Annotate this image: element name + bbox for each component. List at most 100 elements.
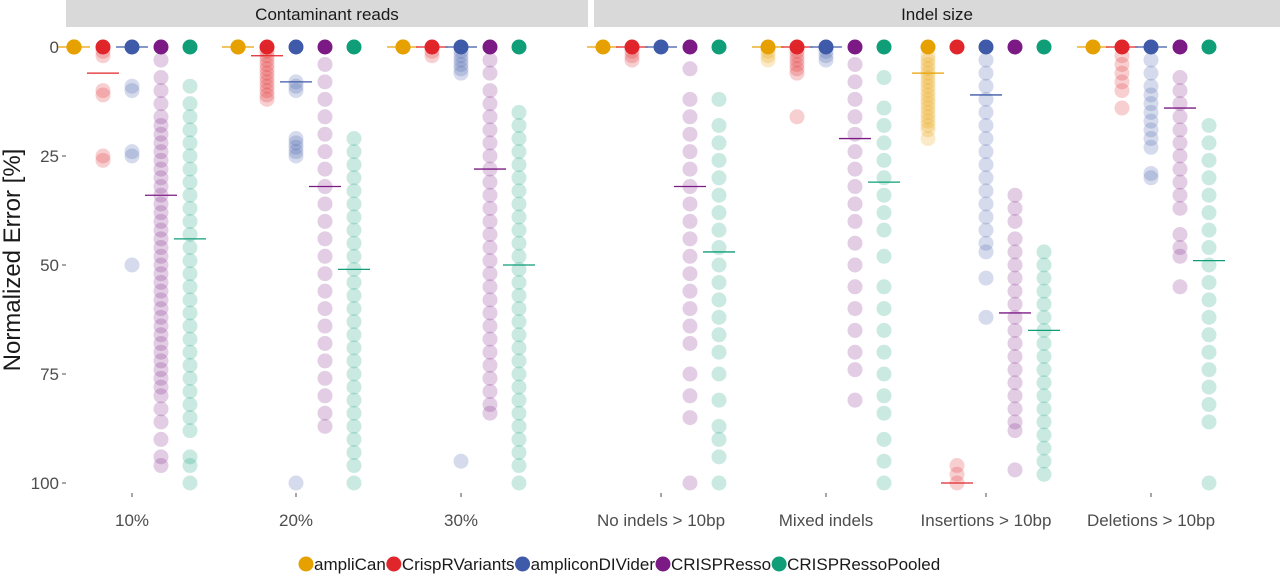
point-crispresso-mixed-indels [847, 362, 863, 378]
point-crispressopooled-deletions-10bp [1201, 327, 1217, 343]
point-crispressopooled-10 [182, 410, 198, 426]
point-amplicondivider-20 [288, 475, 304, 491]
point-crispresso-insertions-10bp [1007, 375, 1023, 391]
point-crispressopooled-deletions-10bp [1201, 414, 1217, 430]
point-crispresso-10 [153, 231, 169, 247]
point-crispresso-no-indels-10bp [682, 283, 698, 299]
point-crispressopooled-30 [511, 475, 527, 491]
point-crispresso-deletions-10bp [1172, 200, 1188, 216]
point-crispressopooled-10 [182, 122, 198, 138]
point-crisprvariants-mixed-indels [789, 48, 805, 64]
point-amplican-insertions-10bp [920, 74, 936, 90]
point-crispresso-deletions-10bp [1172, 161, 1188, 177]
point-crispresso-insertions-10bp [1007, 462, 1023, 478]
point-crispressopooled-30 [511, 222, 527, 238]
point-amplicondivider-insertions-10bp [978, 196, 994, 212]
point-crispressopooled-insertions-10bp [1036, 283, 1052, 299]
point-amplicondivider-insertions-10bp [978, 235, 994, 251]
point-crispressopooled-20 [346, 274, 362, 290]
point-crispresso-10 [153, 301, 169, 317]
point-amplicondivider-30 [453, 453, 469, 469]
point-crispresso-mixed-indels [847, 126, 863, 142]
point-crispresso-10 [153, 274, 169, 290]
point-crispressopooled-30 [511, 431, 527, 447]
point-crispressopooled-insertions-10bp [1036, 349, 1052, 365]
point-crispresso-20 [317, 74, 333, 90]
point-crispressopooled-no-indels-10bp [711, 327, 727, 343]
x-tick-label-no-indels-10bp: No indels > 10bp [597, 511, 725, 530]
mean-markers [58, 46, 1225, 484]
point-crispresso-mixed-indels [847, 235, 863, 251]
point-amplicondivider-10 [124, 148, 140, 164]
point-crispresso-deletions-10bp [1172, 39, 1188, 55]
point-crispressopooled-20 [346, 327, 362, 343]
point-crisprvariants-20 [259, 78, 275, 94]
point-crispressopooled-20 [346, 340, 362, 356]
point-amplicondivider-insertions-10bp [978, 244, 994, 260]
point-crispresso-10 [153, 449, 169, 465]
point-crisprvariants-20 [259, 91, 275, 107]
point-amplicondivider-deletions-10bp [1143, 131, 1159, 147]
point-crispresso-mixed-indels [847, 91, 863, 107]
point-crispresso-deletions-10bp [1172, 122, 1188, 138]
point-crispresso-30 [482, 109, 498, 125]
point-crispresso-30 [482, 397, 498, 413]
point-crispresso-10 [153, 152, 169, 168]
point-crisprvariants-20 [259, 74, 275, 90]
point-crispressopooled-20 [346, 405, 362, 421]
legend-key-crispresso [655, 556, 671, 572]
point-crispressopooled-20 [346, 366, 362, 382]
point-crispressopooled-30 [511, 131, 527, 147]
point-crispressopooled-no-indels-10bp [711, 91, 727, 107]
y-tick-label-100: 100 [31, 474, 59, 493]
point-crispressopooled-insertions-10bp [1036, 388, 1052, 404]
point-crispresso-insertions-10bp [1007, 322, 1023, 338]
point-crispressopooled-10 [182, 213, 198, 229]
point-crispresso-10 [153, 292, 169, 308]
x-tick-label-20: 20% [279, 511, 313, 530]
point-crispresso-no-indels-10bp [682, 410, 698, 426]
point-crispresso-10 [153, 52, 169, 68]
point-amplicondivider-insertions-10bp [978, 65, 994, 81]
point-crispressopooled-mixed-indels [876, 248, 892, 264]
point-crisprvariants-20 [259, 61, 275, 77]
point-crispresso-10 [153, 170, 169, 186]
point-crispresso-no-indels-10bp [682, 161, 698, 177]
point-crispresso-10 [153, 126, 169, 142]
point-crispressopooled-10 [182, 357, 198, 373]
point-crispressopooled-20 [346, 475, 362, 491]
point-crispresso-insertions-10bp [1007, 401, 1023, 417]
point-crispressopooled-no-indels-10bp [711, 344, 727, 360]
point-amplicondivider-insertions-10bp [978, 39, 994, 55]
point-crispressopooled-30 [511, 366, 527, 382]
point-crispressopooled-20 [346, 314, 362, 330]
point-crispressopooled-20 [346, 353, 362, 369]
point-crispressopooled-mixed-indels [876, 279, 892, 295]
point-crisprvariants-mixed-indels [789, 109, 805, 125]
point-crisprvariants-20 [259, 65, 275, 81]
point-crispressopooled-no-indels-10bp [711, 257, 727, 273]
point-crispressopooled-20 [346, 248, 362, 264]
point-amplican-insertions-10bp [920, 83, 936, 99]
point-crisprvariants-deletions-10bp [1114, 56, 1130, 72]
point-crispresso-20 [317, 213, 333, 229]
point-crispresso-mixed-indels [847, 257, 863, 273]
point-crispresso-10 [153, 388, 169, 404]
point-amplicondivider-20 [288, 144, 304, 160]
point-crispressopooled-no-indels-10bp [711, 117, 727, 133]
point-amplicondivider-insertions-10bp [978, 144, 994, 160]
point-crispresso-30 [482, 83, 498, 99]
point-crispresso-no-indels-10bp [682, 388, 698, 404]
point-amplican-mixed-indels [760, 48, 776, 64]
point-crispresso-no-indels-10bp [682, 213, 698, 229]
point-crispressopooled-mixed-indels [876, 366, 892, 382]
y-axis: Normalized Error [%] 0 25 50 75 100 [0, 38, 66, 493]
point-amplicondivider-20 [288, 131, 304, 147]
point-crispresso-20 [317, 56, 333, 72]
point-crispresso-10 [153, 266, 169, 282]
point-crispresso-insertions-10bp [1007, 270, 1023, 286]
point-crispresso-30 [482, 200, 498, 216]
point-crispressopooled-30 [511, 301, 527, 317]
point-crispressopooled-10 [182, 318, 198, 334]
point-amplican-insertions-10bp [920, 87, 936, 103]
